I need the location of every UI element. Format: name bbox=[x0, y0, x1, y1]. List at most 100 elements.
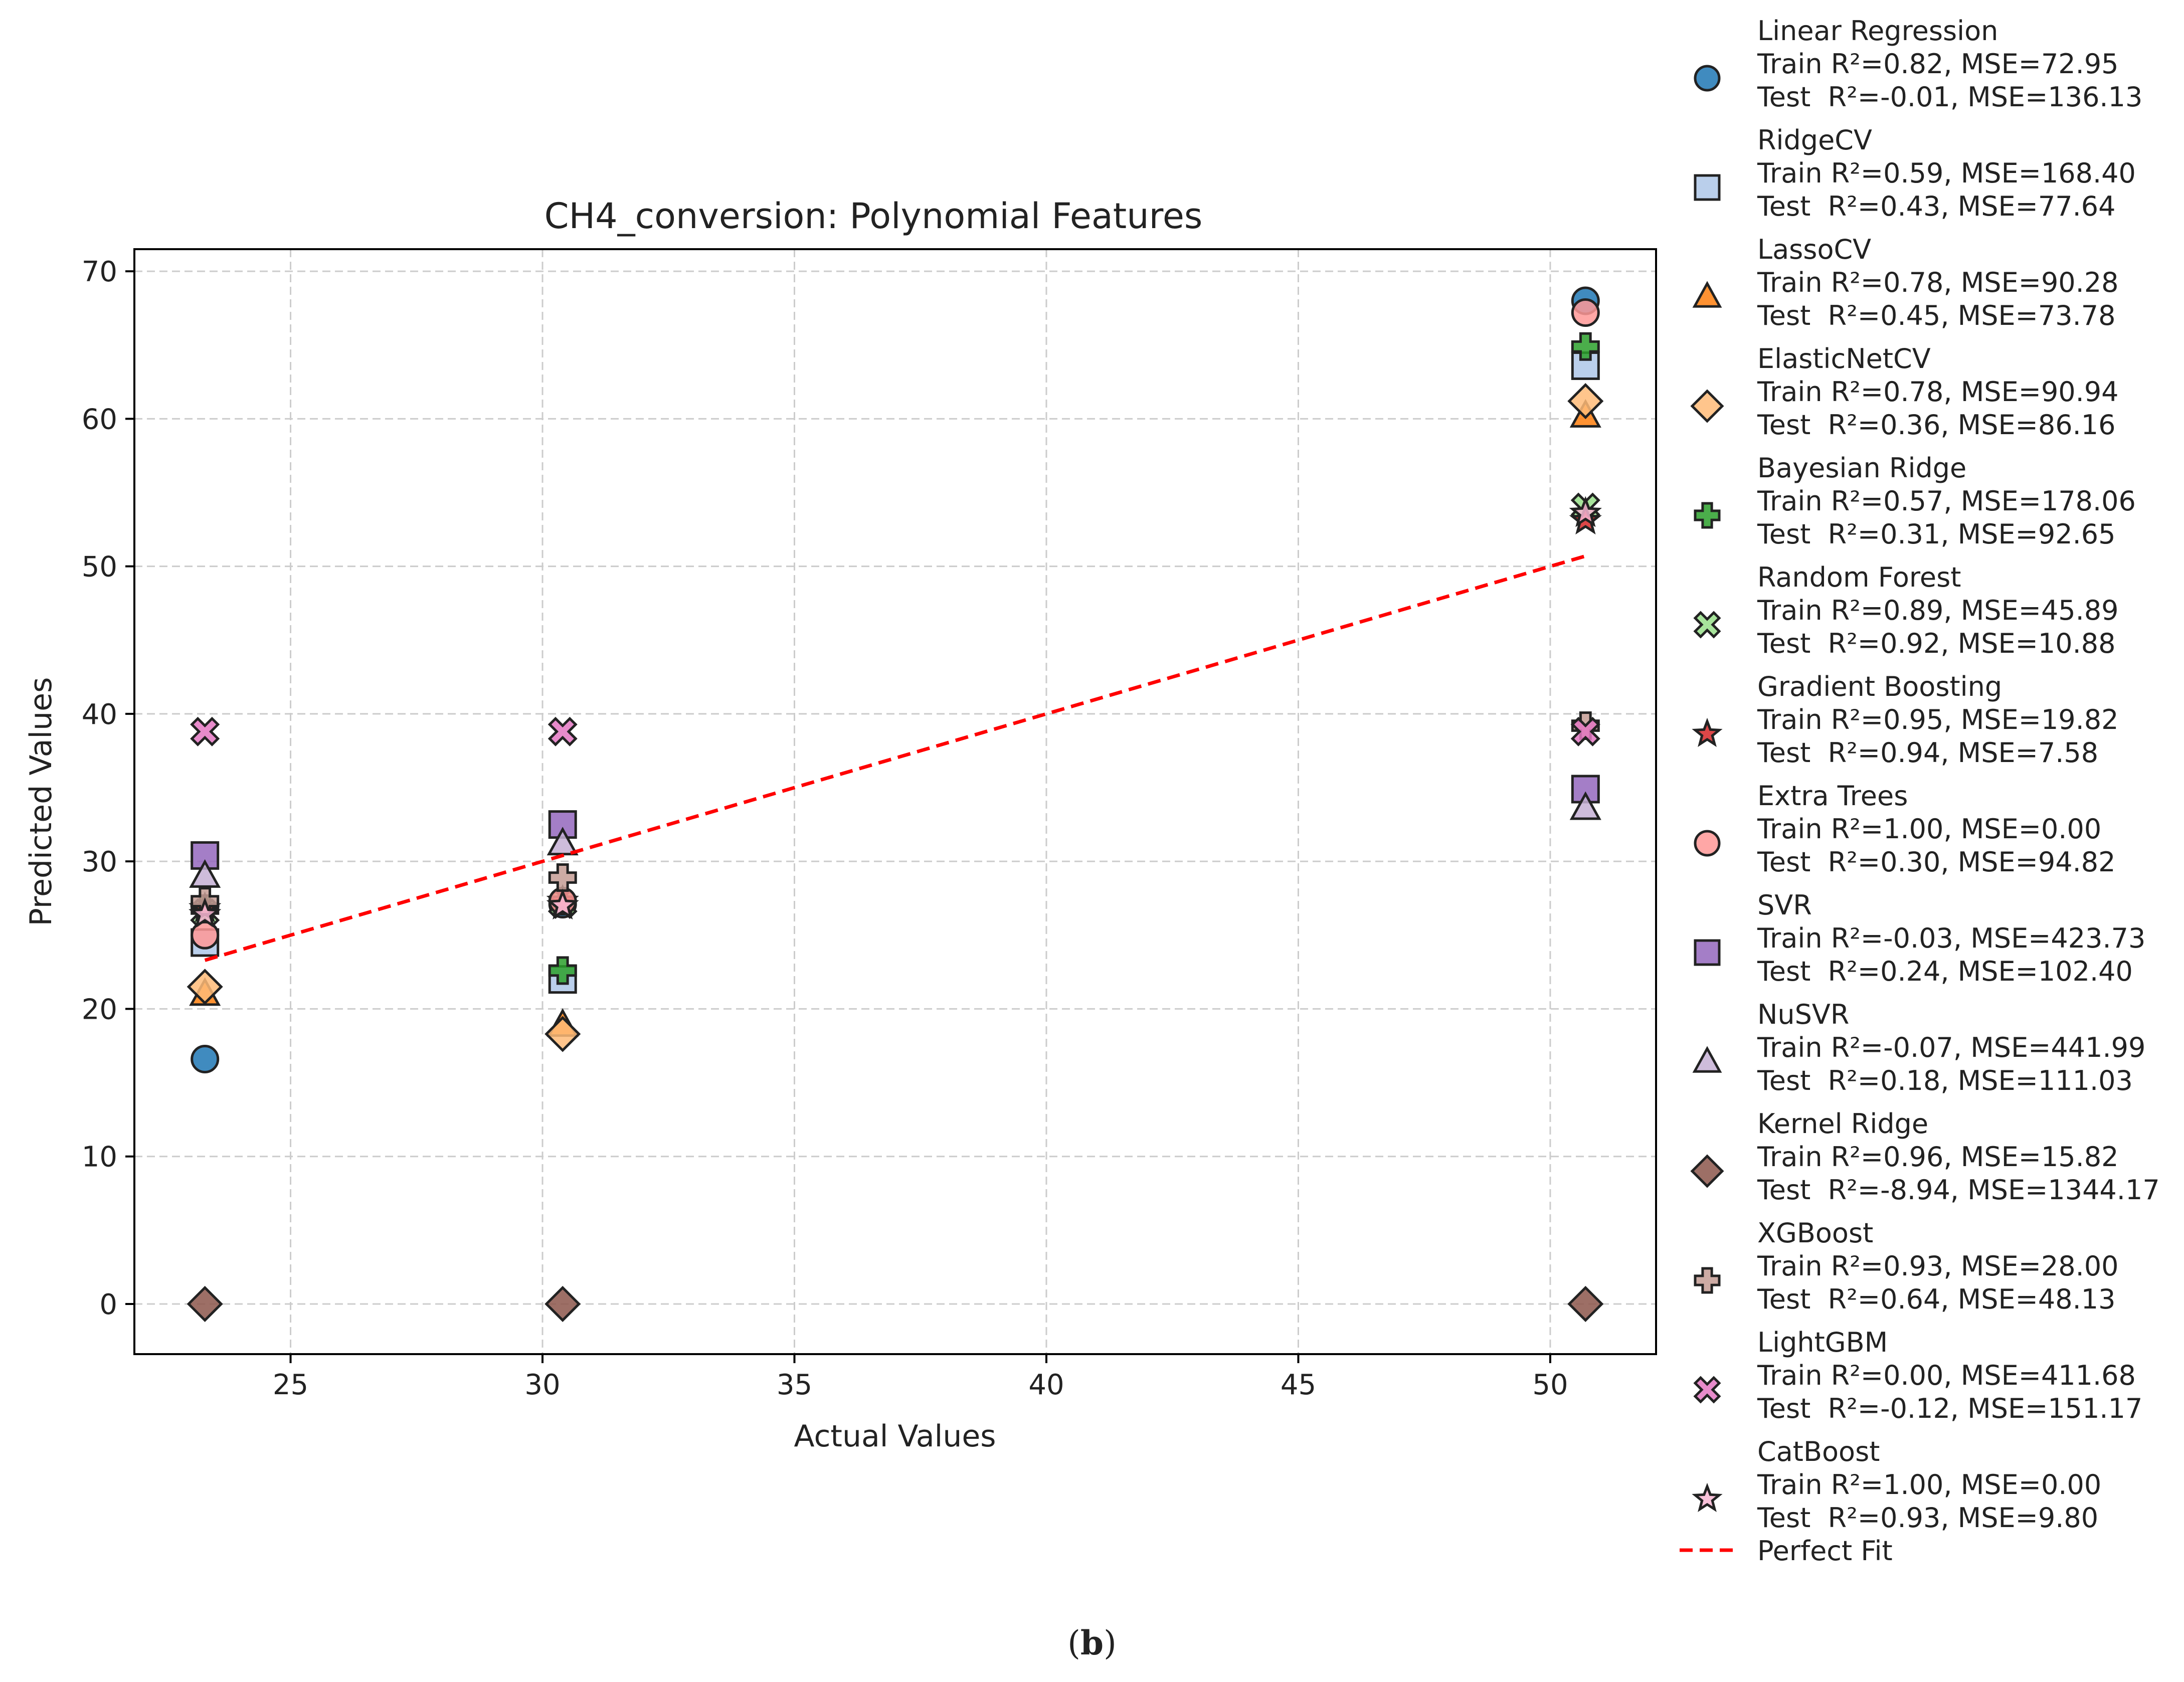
legend-model-name: Bayesian Ridge bbox=[1757, 452, 1966, 484]
data-point-elasticnetcv bbox=[187, 969, 223, 1005]
legend-train-metrics: Train R²=0.93, MSE=28.00 bbox=[1757, 1250, 2119, 1282]
legend-marker-ridgecv bbox=[1694, 174, 1721, 201]
caption-letter: b bbox=[1080, 1623, 1104, 1662]
legend-test-metrics: Test R²=0.94, MSE=7.58 bbox=[1757, 737, 2098, 769]
legend-test-metrics: Test R²=0.45, MSE=73.78 bbox=[1757, 300, 2115, 331]
legend-marker-catboost bbox=[1692, 1482, 1723, 1513]
plot-frame bbox=[133, 248, 1657, 1355]
legend-model-name: Kernel Ridge bbox=[1757, 1108, 1928, 1140]
y-tick-label: 40 bbox=[82, 698, 117, 731]
legend-marker-linear-regression bbox=[1694, 65, 1721, 92]
data-point-kernel-ridge bbox=[187, 1285, 223, 1322]
legend-marker-xgboost bbox=[1694, 1267, 1721, 1294]
y-tick-label: 10 bbox=[82, 1141, 117, 1174]
legend-model-name: Gradient Boosting bbox=[1757, 671, 2002, 702]
legend-test-metrics: Test R²=0.30, MSE=94.82 bbox=[1757, 846, 2115, 878]
legend-model-name: XGBoost bbox=[1757, 1217, 1873, 1249]
legend-test-metrics: Test R²=0.24, MSE=102.40 bbox=[1757, 956, 2133, 987]
legend-train-metrics: Train R²=0.59, MSE=168.40 bbox=[1757, 157, 2136, 189]
legend-model-name: SVR bbox=[1757, 889, 1812, 921]
y-tick-label: 50 bbox=[82, 551, 117, 584]
legend-marker-lightgbm bbox=[1693, 1376, 1721, 1404]
legend-marker-random-forest bbox=[1693, 611, 1721, 639]
x-axis-label: Actual Values bbox=[794, 1419, 996, 1454]
data-point-catboost bbox=[1569, 496, 1602, 527]
data-point-elasticnetcv bbox=[544, 1016, 581, 1052]
legend-test-metrics: Test R²=0.64, MSE=48.13 bbox=[1757, 1283, 2115, 1315]
data-point-lightgbm bbox=[548, 716, 578, 746]
legend-model-name: RidgeCV bbox=[1757, 124, 1872, 156]
legend-train-metrics: Train R²=0.78, MSE=90.28 bbox=[1757, 267, 2119, 298]
legend-marker-extra-trees bbox=[1694, 830, 1721, 857]
y-tick-label: 20 bbox=[82, 993, 117, 1026]
y-axis-label: Predicted Values bbox=[24, 677, 59, 926]
data-point-lightgbm bbox=[1570, 716, 1600, 746]
legend-marker-svr bbox=[1694, 939, 1721, 966]
data-point-extra-trees bbox=[1571, 298, 1600, 327]
legend-model-name: ElasticNetCV bbox=[1757, 343, 1931, 375]
legend-train-metrics: Train R²=1.00, MSE=0.00 bbox=[1757, 813, 2101, 845]
caption-open: ( bbox=[1067, 1624, 1080, 1662]
legend-train-metrics: Train R²=0.57, MSE=178.06 bbox=[1757, 485, 2136, 517]
data-point-kernel-ridge bbox=[1567, 1285, 1604, 1322]
figure-caption: (b) bbox=[1067, 1623, 1117, 1662]
caption-close: ) bbox=[1104, 1624, 1117, 1662]
data-point-xgboost bbox=[548, 863, 577, 892]
legend-test-metrics: Test R²=-8.94, MSE=1344.17 bbox=[1757, 1174, 2160, 1206]
data-point-nusvr bbox=[189, 859, 221, 888]
x-tick-label: 45 bbox=[1281, 1369, 1316, 1401]
grid-lines bbox=[134, 249, 1656, 1354]
legend-test-metrics: Test R²=0.92, MSE=10.88 bbox=[1757, 628, 2115, 659]
legend-test-metrics: Test R²=0.93, MSE=9.80 bbox=[1757, 1502, 2098, 1534]
legend-model-name: LightGBM bbox=[1757, 1327, 1888, 1358]
legend-model-name: Extra Trees bbox=[1757, 780, 1908, 812]
legend-test-metrics: Test R²=0.31, MSE=92.65 bbox=[1757, 518, 2115, 550]
legend-test-metrics: Test R²=0.18, MSE=111.03 bbox=[1757, 1065, 2133, 1096]
legend-train-metrics: Train R²=-0.03, MSE=423.73 bbox=[1757, 922, 2145, 954]
data-point-catboost bbox=[189, 897, 222, 928]
x-tick-label: 40 bbox=[1028, 1369, 1064, 1401]
data-point-kernel-ridge bbox=[544, 1285, 581, 1322]
y-tick-label: 30 bbox=[82, 846, 117, 878]
legend-model-name: NuSVR bbox=[1757, 999, 1849, 1030]
legend-train-metrics: Train R²=0.89, MSE=45.89 bbox=[1757, 595, 2119, 626]
legend-entry-perfect-fit: Perfect Fit bbox=[1680, 1535, 1893, 1567]
y-tick-label: 0 bbox=[99, 1288, 117, 1321]
data-point-linear-regression bbox=[191, 1044, 220, 1073]
legend-test-metrics: Test R²=0.36, MSE=86.16 bbox=[1757, 409, 2115, 441]
data-point-bayesian-ridge bbox=[548, 956, 577, 985]
legend-train-metrics: Train R²=1.00, MSE=0.00 bbox=[1757, 1469, 2101, 1501]
legend-train-metrics: Train R²=0.96, MSE=15.82 bbox=[1757, 1141, 2119, 1173]
legend-train-metrics: Train R²=0.00, MSE=411.68 bbox=[1757, 1360, 2136, 1391]
legend-model-name: Random Forest bbox=[1757, 562, 1961, 593]
legend-train-metrics: Train R²=0.78, MSE=90.94 bbox=[1757, 376, 2119, 408]
legend-test-metrics: Test R²=-0.12, MSE=151.17 bbox=[1757, 1393, 2142, 1424]
legend-model-name: LassoCV bbox=[1757, 234, 1871, 265]
data-point-nusvr bbox=[1569, 791, 1601, 820]
legend-model-name: Linear Regression bbox=[1757, 15, 1998, 47]
chart-title: CH4_conversion: Polynomial Features bbox=[544, 196, 1203, 237]
legend-marker-bayesian-ridge bbox=[1694, 502, 1721, 529]
data-point-extra-trees bbox=[191, 920, 220, 950]
legend-test-metrics: Test R²=-0.01, MSE=136.13 bbox=[1757, 81, 2142, 113]
y-tick-label: 70 bbox=[82, 256, 117, 288]
x-tick-label: 35 bbox=[777, 1369, 812, 1401]
data-markers bbox=[187, 286, 1604, 1322]
data-point-elasticnetcv bbox=[1567, 383, 1604, 420]
